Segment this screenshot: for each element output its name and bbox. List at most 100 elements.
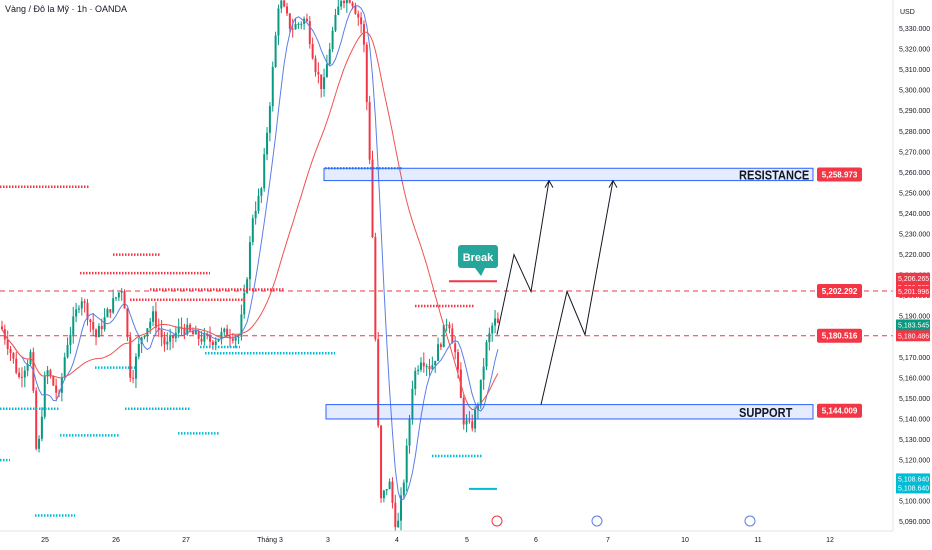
event-marker-icon[interactable] xyxy=(744,515,756,527)
candle-body xyxy=(340,0,343,7)
price-label-badge[interactable] xyxy=(817,328,862,343)
candle-body xyxy=(362,24,365,45)
price-label-badge[interactable] xyxy=(817,283,862,298)
candle-body xyxy=(291,28,294,30)
candle-body xyxy=(180,326,183,328)
candle-body xyxy=(240,314,243,337)
candle-body xyxy=(308,21,311,44)
y-tick-label: 5,250.000 xyxy=(899,190,930,197)
y-tick-label: 5,330.000 xyxy=(899,26,930,33)
candle-body xyxy=(1,326,3,330)
candle-body xyxy=(49,370,52,377)
candle-body xyxy=(388,481,391,490)
candle-body xyxy=(314,58,317,73)
candle-body xyxy=(129,336,132,378)
candle-body xyxy=(149,321,152,329)
candle-body xyxy=(471,421,474,429)
break-callout[interactable] xyxy=(458,245,498,268)
candle-body xyxy=(448,324,451,329)
event-marker-icon[interactable] xyxy=(491,515,503,527)
candle-body xyxy=(186,324,189,335)
candle-body xyxy=(317,72,320,75)
candle-body xyxy=(465,420,468,425)
event-marker-icon[interactable] xyxy=(591,515,603,527)
candle-body xyxy=(257,195,260,211)
y-tick-label: 5,150.000 xyxy=(899,396,930,403)
candle-body xyxy=(203,334,206,342)
candle-body xyxy=(189,324,192,331)
price-label-badge[interactable] xyxy=(817,167,862,182)
y-tick-label: 5,300.000 xyxy=(899,88,930,95)
candle-body xyxy=(297,23,300,25)
candle-body xyxy=(126,308,129,337)
candle-body xyxy=(20,376,23,378)
y-tick-label: 5,310.000 xyxy=(899,67,930,74)
x-tick-label: 7 xyxy=(606,537,610,544)
candle-body xyxy=(194,330,197,335)
y-tick-label: 5,100.000 xyxy=(899,499,930,506)
zone-label: RESISTANCE xyxy=(739,168,809,183)
axis-tag-text: 5,206.265 xyxy=(898,276,929,283)
candle-body xyxy=(211,341,214,345)
candle-body xyxy=(143,335,146,338)
candle-body xyxy=(237,336,240,338)
zone-label: SUPPORT xyxy=(739,405,793,420)
candle-body xyxy=(419,362,422,370)
candle-body xyxy=(380,425,383,499)
time-axis[interactable]: 25 26 27 Tháng 3 3 4 5 6 7 10 11 12 xyxy=(0,515,893,544)
y-tick-label: 5,120.000 xyxy=(899,458,930,465)
x-tick-label: 10 xyxy=(681,537,689,544)
candle-body xyxy=(132,377,135,379)
chart-title: Vàng / Đô la Mỹ · 1h · OANDA xyxy=(5,4,128,14)
candle-body xyxy=(334,14,337,31)
candle-body xyxy=(214,341,217,345)
y-tick-label: 5,140.000 xyxy=(899,416,930,423)
candles xyxy=(1,0,499,532)
candle-body xyxy=(422,362,425,367)
price-label-badge[interactable] xyxy=(817,403,862,418)
candle-body xyxy=(331,30,334,50)
arrow-head-icon xyxy=(544,179,554,188)
candle-body xyxy=(226,328,229,337)
candle-body xyxy=(172,335,174,339)
candle-body xyxy=(374,237,377,340)
candle-body xyxy=(428,366,431,370)
candle-body xyxy=(371,159,374,238)
candle-body xyxy=(6,339,9,349)
y-tick-label: 5,230.000 xyxy=(899,232,930,239)
candle-body xyxy=(434,360,437,366)
candle-body xyxy=(197,330,200,339)
candle-body xyxy=(254,210,257,219)
candle-body xyxy=(106,309,109,318)
candle-body xyxy=(109,309,112,313)
candle-body xyxy=(83,301,86,303)
candle-body xyxy=(294,23,297,30)
candle-body xyxy=(35,390,38,449)
candle-body xyxy=(337,6,340,15)
x-tick-label: 12 xyxy=(826,537,834,544)
candle-body xyxy=(476,405,479,410)
callout-pointer xyxy=(475,268,485,276)
x-tick-label: 11 xyxy=(754,537,761,544)
price-axis[interactable]: USD5,090.0005,100.0005,110.0005,120.0005… xyxy=(892,0,932,550)
y-tick-label: 5,160.000 xyxy=(899,375,930,382)
candle-body xyxy=(462,397,465,425)
zone-support[interactable] xyxy=(325,404,814,420)
candle-body xyxy=(80,301,83,309)
candle-body xyxy=(411,388,414,419)
candle-body xyxy=(382,490,385,499)
candle-body xyxy=(223,328,226,333)
candle-body xyxy=(251,218,254,243)
candle-body xyxy=(405,445,408,483)
candle-body xyxy=(246,279,249,293)
candle-body xyxy=(166,341,169,345)
candle-body xyxy=(243,292,246,315)
candle-body xyxy=(320,74,323,89)
candle-body xyxy=(177,326,180,333)
candle-body xyxy=(43,376,46,417)
candle-body xyxy=(75,309,78,317)
zone-resistance[interactable] xyxy=(323,167,814,182)
candle-body xyxy=(437,344,440,361)
candle-body xyxy=(402,482,405,496)
